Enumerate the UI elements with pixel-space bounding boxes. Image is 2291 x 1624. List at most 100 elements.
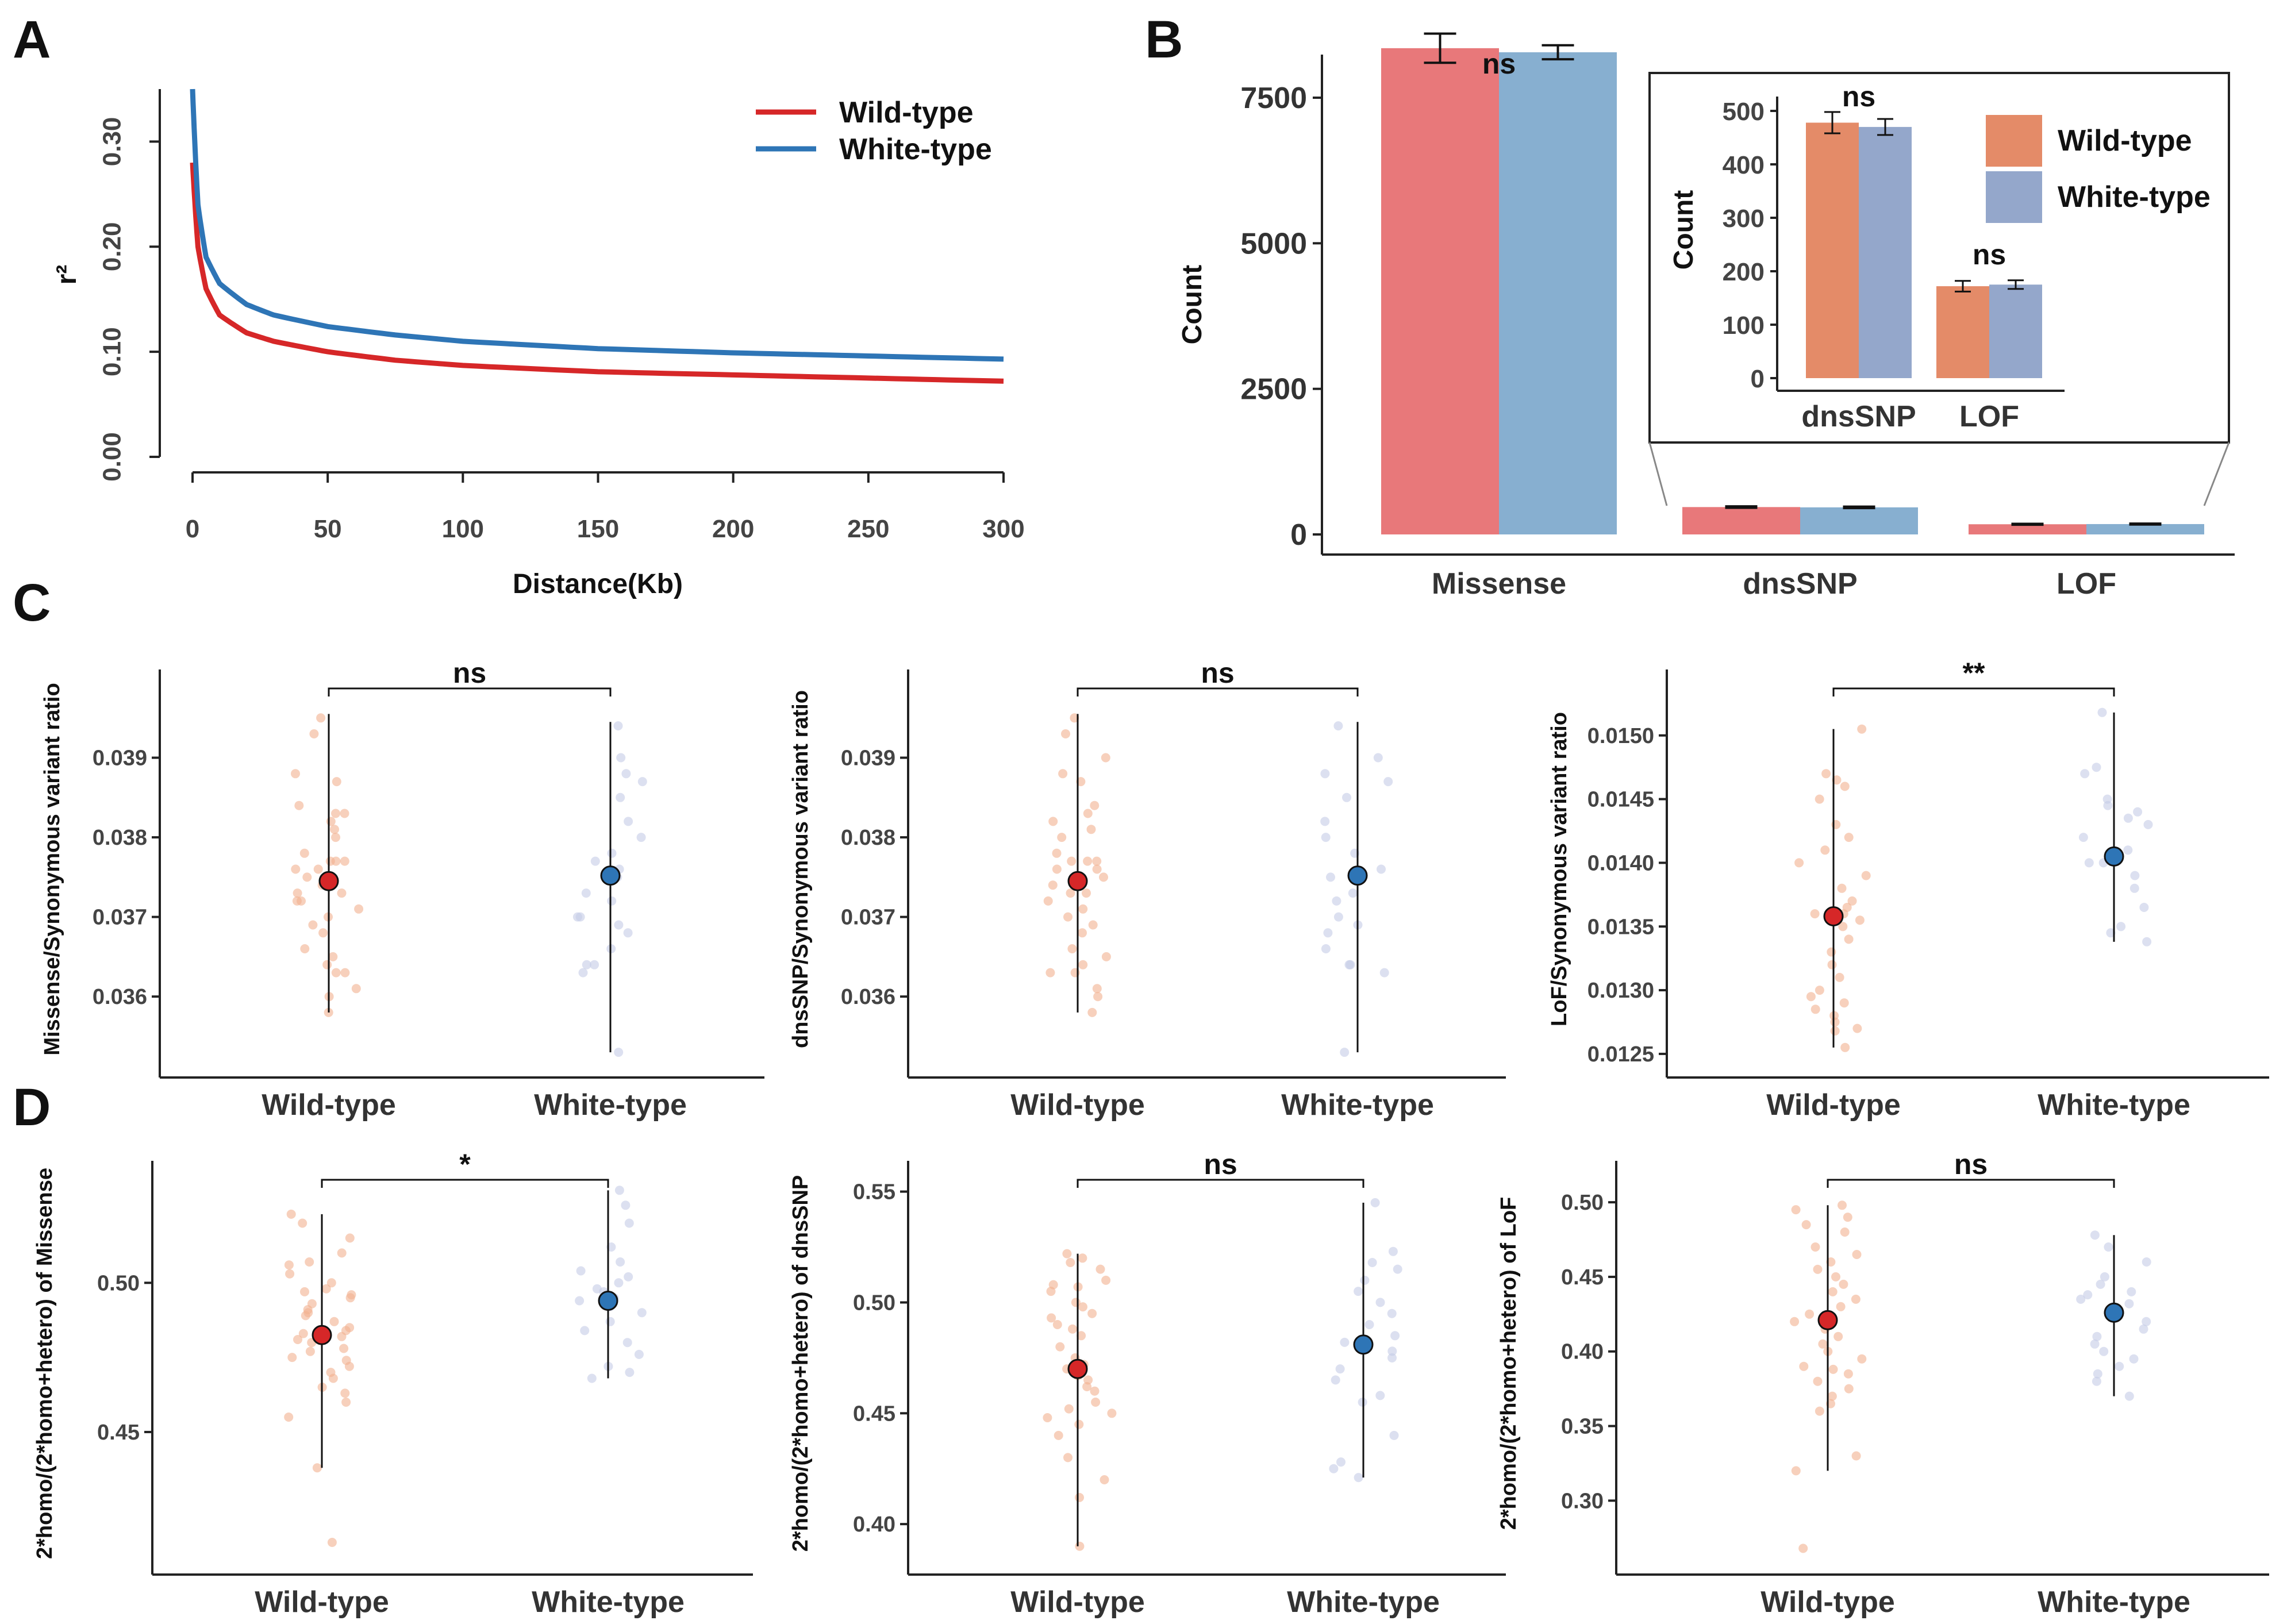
data-point	[590, 960, 599, 969]
y-tick-label: 0.0135	[1587, 915, 1654, 939]
zoom-connector-left	[1648, 442, 1668, 506]
data-point	[1087, 1309, 1097, 1318]
data-point	[623, 928, 633, 938]
data-point	[1827, 960, 1837, 969]
chart-d2-dnssnp-homozygosity: 0.40 0.45 0.50 0.55 2*homo/(2*homo+hetero) o…	[789, 1148, 1506, 1619]
data-point	[1840, 1227, 1850, 1237]
data-point	[2142, 1317, 2151, 1326]
y-tick-label: 0.0145	[1587, 788, 1654, 812]
data-point	[1348, 888, 1358, 898]
data-point	[1071, 1298, 1081, 1307]
x-tick-label: 150	[577, 515, 619, 543]
data-point	[341, 1356, 351, 1365]
x-category-label: Wild-type	[262, 1088, 396, 1122]
data-point	[1099, 872, 1108, 882]
data-point	[1830, 1026, 1840, 1036]
y-tick-label: 0.20	[98, 222, 126, 271]
data-point	[624, 1218, 634, 1228]
data-point	[1048, 880, 1058, 890]
data-point	[297, 896, 306, 906]
x-axis-title: Distance(Kb)	[513, 569, 683, 599]
data-point	[1078, 1253, 1087, 1263]
bar-lof-wild-type	[1969, 524, 2086, 534]
data-point	[1043, 1413, 1052, 1422]
data-point	[1092, 864, 1102, 874]
data-point	[340, 856, 349, 866]
data-point	[622, 1338, 632, 1348]
panel-label-a: A	[13, 10, 51, 69]
data-point	[1075, 1541, 1085, 1551]
data-point	[2142, 937, 2152, 946]
data-point	[2130, 871, 2140, 880]
data-point	[1844, 1384, 1854, 1394]
data-point	[572, 912, 582, 922]
data-point	[1083, 809, 1093, 818]
data-point	[1805, 1309, 1815, 1319]
data-point	[299, 848, 309, 858]
y-tick-label: 0.037	[841, 906, 895, 930]
data-point	[284, 1260, 294, 1270]
data-point	[581, 888, 591, 898]
significance-label: ns	[1482, 48, 1516, 80]
data-point	[1063, 912, 1073, 922]
data-point	[1101, 753, 1110, 763]
data-point	[1810, 1242, 1820, 1252]
data-point	[1078, 1302, 1087, 1312]
y-tick-label: 0.45	[97, 1421, 140, 1445]
inset-bar-dnssnp-white-type	[1859, 126, 1912, 378]
y-tick-label: 0.039	[93, 746, 147, 771]
y-tick-label: 0.30	[98, 117, 126, 167]
data-point	[2102, 794, 2112, 804]
data-point	[1810, 909, 1820, 919]
data-point	[354, 904, 364, 914]
data-point	[312, 1463, 322, 1473]
inset-y-tick-label: 0	[1751, 365, 1765, 393]
data-point	[328, 952, 338, 961]
data-point	[1855, 915, 1865, 925]
inset-legend-label-wild-type: Wild-type	[2058, 124, 2192, 157]
mean-marker-white-type	[1347, 865, 1368, 886]
data-point	[326, 1278, 336, 1288]
significance-bracket	[321, 1179, 609, 1188]
data-point	[1052, 848, 1062, 858]
data-point	[1838, 922, 1848, 932]
x-category-label: White-type	[534, 1088, 687, 1122]
data-point	[1335, 1364, 1345, 1374]
data-point	[1045, 968, 1055, 978]
inset-frame	[1648, 72, 2230, 444]
data-point	[331, 833, 340, 842]
data-point	[1828, 1287, 1838, 1296]
data-point	[1851, 1294, 1861, 1304]
mean-marker-white-type	[600, 865, 621, 886]
data-point	[1323, 928, 1333, 938]
data-point	[1058, 769, 1068, 779]
significance-label: *	[459, 1148, 471, 1180]
data-point	[1321, 833, 1331, 842]
mean-marker-wild-type	[1823, 906, 1844, 927]
significance-bracket	[1077, 687, 1359, 696]
data-point	[605, 1317, 615, 1326]
data-point	[616, 792, 625, 802]
data-point	[340, 809, 349, 818]
x-tick-label: 50	[314, 515, 342, 543]
y-tick-label: 0.0140	[1587, 851, 1654, 875]
data-point	[305, 1346, 315, 1356]
data-point	[1820, 845, 1830, 855]
data-point	[1083, 856, 1093, 866]
data-point	[337, 888, 347, 898]
x-category-label: White-type	[2038, 1088, 2190, 1122]
x-category-label: Wild-type	[255, 1585, 389, 1619]
data-point	[294, 801, 304, 810]
inset-legend-swatch-wild-type	[1986, 115, 2042, 167]
inset-error-bar	[1955, 280, 1971, 293]
data-point	[2139, 1324, 2148, 1334]
data-point	[318, 928, 328, 938]
data-point	[340, 968, 350, 978]
data-point	[298, 1218, 307, 1228]
y-tick-label: 0.10	[98, 327, 126, 376]
data-point	[1090, 1386, 1100, 1396]
data-point	[1066, 888, 1075, 898]
data-point	[1390, 1331, 1400, 1341]
data-point	[575, 1296, 585, 1306]
chart-d3-lof-homozygosity: 0.30 0.35 0.40 0.45 0.50 2*homo/(2*homo+heter…	[1497, 1148, 2269, 1619]
